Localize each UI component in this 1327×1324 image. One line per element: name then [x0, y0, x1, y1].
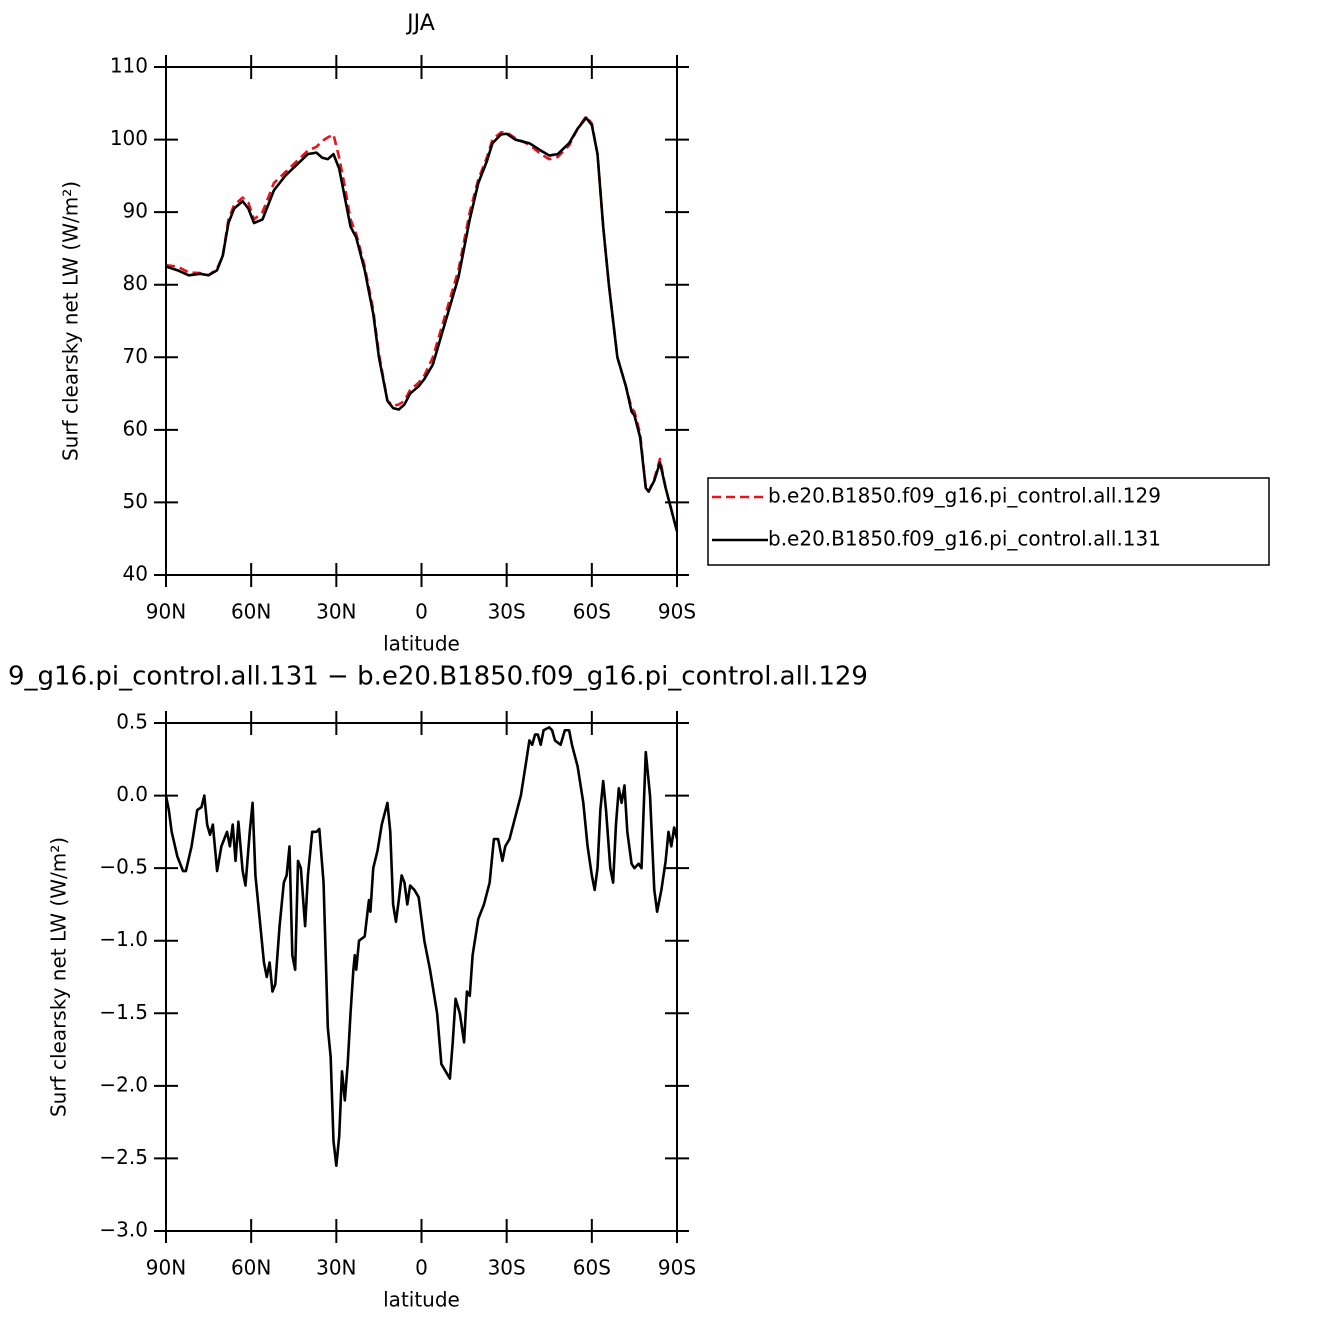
- y-tick-label: 50: [123, 489, 148, 513]
- x-tick-label: 60S: [573, 1256, 611, 1280]
- x-tick-label: 90N: [146, 1256, 186, 1280]
- legend-label: b.e20.B1850.f09_g16.pi_control.all.129: [768, 484, 1161, 508]
- data-line: [165, 116, 679, 532]
- y-tick-label: 70: [123, 344, 148, 368]
- y-tick-label: 0.0: [116, 782, 148, 806]
- plot-frame: [165, 722, 678, 1232]
- x-tick-label: 30S: [488, 600, 526, 624]
- y-tick-label: 40: [123, 562, 148, 586]
- x-tick-label: 30S: [488, 1256, 526, 1280]
- chart-title: JJA: [405, 11, 435, 36]
- x-tick-label: 90N: [146, 600, 186, 624]
- chart-title: 9_g16.pi_control.all.131 − b.e20.B1850.f…: [8, 662, 868, 692]
- y-tick-label: 80: [123, 271, 148, 295]
- y-tick-label: −3.0: [99, 1218, 148, 1242]
- x-axis-label: latitude: [383, 632, 460, 656]
- y-tick-label: 100: [110, 126, 148, 150]
- y-tick-label: −1.5: [99, 1000, 148, 1024]
- y-tick-label: −1.0: [99, 927, 148, 951]
- y-tick-label: −2.5: [99, 1145, 148, 1169]
- y-tick-label: 60: [123, 416, 148, 440]
- x-tick-label: 60N: [231, 1256, 271, 1280]
- y-tick-label: −2.0: [99, 1072, 148, 1096]
- y-tick-label: −0.5: [99, 855, 148, 879]
- plot-frame: [165, 66, 678, 576]
- x-tick-label: 90S: [658, 1256, 696, 1280]
- y-axis-label: Surf clearsky net LW (W/m²): [47, 837, 71, 1117]
- data-line: [164, 726, 679, 1167]
- legend-box: [707, 477, 1270, 566]
- y-tick-label: 110: [110, 54, 148, 78]
- x-tick-label: 60S: [573, 600, 611, 624]
- y-axis-label: Surf clearsky net LW (W/m²): [59, 181, 83, 461]
- x-tick-label: 0: [415, 600, 428, 624]
- legend-label: b.e20.B1850.f09_g16.pi_control.all.131: [768, 527, 1161, 551]
- x-tick-label: 0: [415, 1256, 428, 1280]
- y-tick-label: 0.5: [116, 710, 148, 734]
- x-tick-label: 30N: [316, 600, 356, 624]
- x-tick-label: 60N: [231, 600, 271, 624]
- x-tick-label: 30N: [316, 1256, 356, 1280]
- x-axis-label: latitude: [383, 1288, 460, 1312]
- x-tick-label: 90S: [658, 600, 696, 624]
- y-tick-label: 90: [123, 199, 148, 223]
